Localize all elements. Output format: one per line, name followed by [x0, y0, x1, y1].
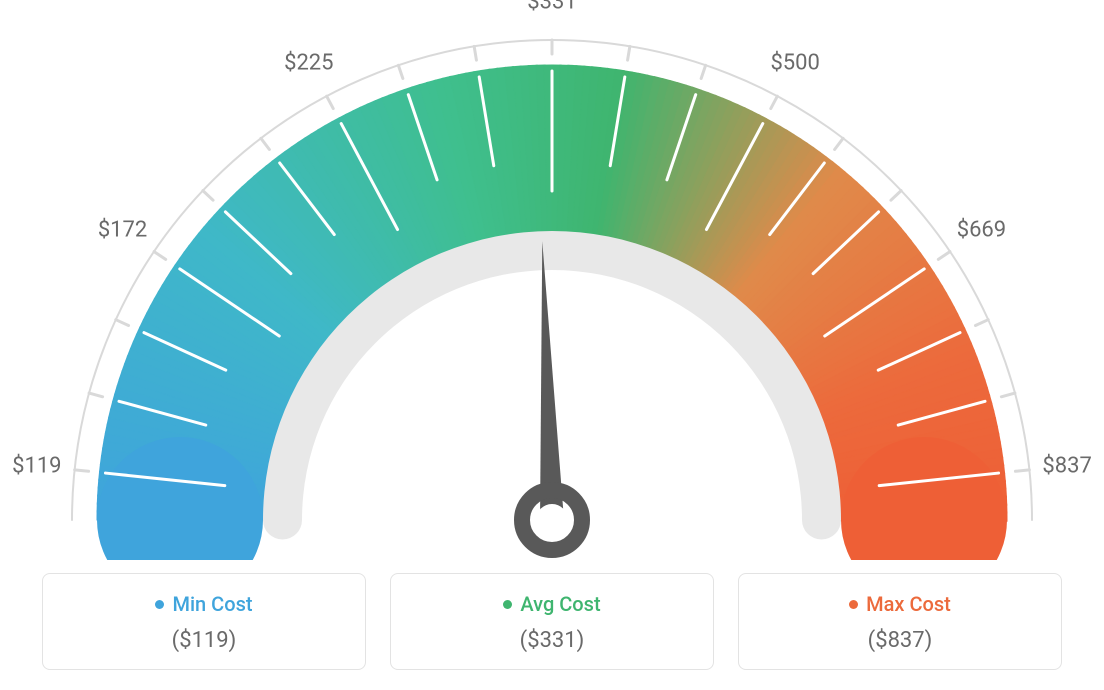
legend-title-min: Min Cost	[155, 592, 252, 616]
gauge-tick-label: $331	[527, 0, 576, 15]
gauge-svg	[0, 0, 1104, 560]
legend-value-min: ($119)	[53, 628, 355, 653]
legend-card-max: Max Cost ($837)	[738, 573, 1062, 670]
gauge-tick-label: $837	[1042, 453, 1091, 478]
legend-label-max: Max Cost	[866, 592, 951, 616]
legend-title-avg: Avg Cost	[503, 592, 600, 616]
gauge-tick-label: $500	[770, 50, 819, 75]
legend-row: Min Cost ($119) Avg Cost ($331) Max Cost…	[0, 573, 1104, 670]
legend-card-min: Min Cost ($119)	[42, 573, 366, 670]
gauge-container: $119 $172 $225 $331 $500 $669 $837	[0, 0, 1104, 560]
legend-value-avg: ($331)	[401, 628, 703, 653]
legend-dot-avg	[503, 600, 512, 609]
gauge-tick-label: $119	[12, 453, 61, 478]
gauge-tick-label: $225	[284, 50, 333, 75]
legend-label-avg: Avg Cost	[520, 592, 600, 616]
legend-dot-min	[155, 600, 164, 609]
legend-dot-max	[849, 600, 858, 609]
legend-value-max: ($837)	[749, 628, 1051, 653]
legend-label-min: Min Cost	[172, 592, 252, 616]
legend-card-avg: Avg Cost ($331)	[390, 573, 714, 670]
gauge-tick-label: $172	[98, 218, 147, 243]
gauge-tick-label: $669	[957, 218, 1006, 243]
legend-title-max: Max Cost	[849, 592, 951, 616]
